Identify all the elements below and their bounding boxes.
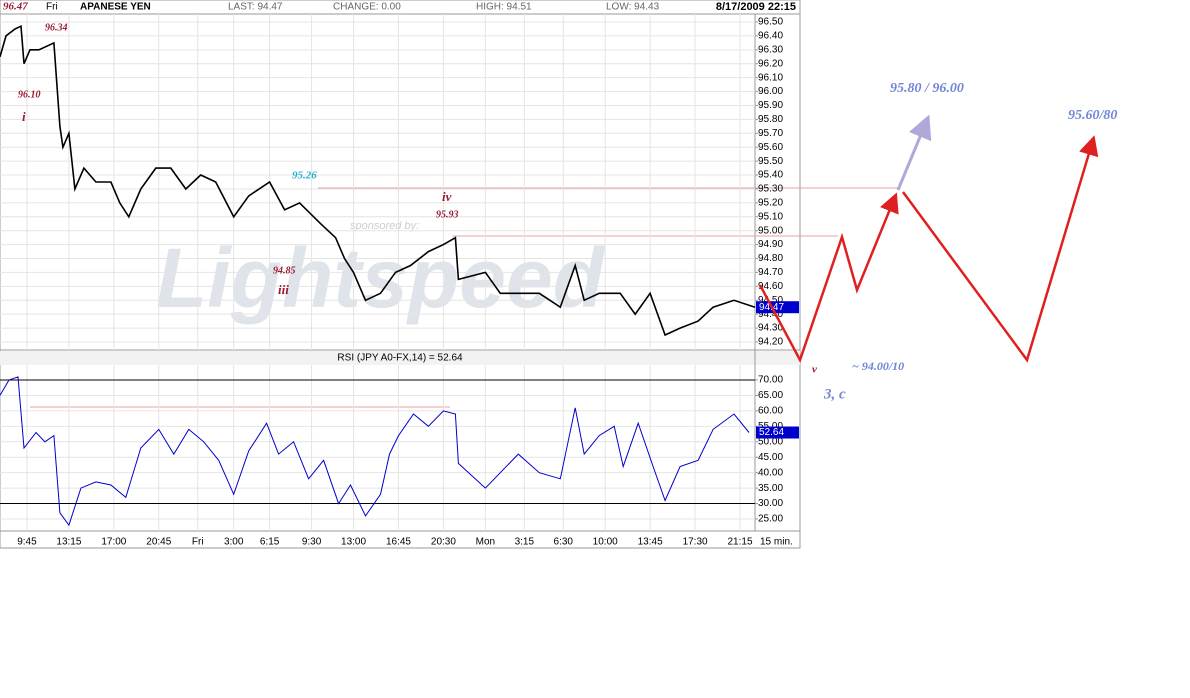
last-value-box <box>756 426 799 439</box>
y-tick-label: 95.50 <box>758 156 783 167</box>
price-line <box>0 24 756 337</box>
y-tick-label: 96.00 <box>758 86 783 97</box>
annotation: ~ 94.00/10 <box>852 359 904 373</box>
y-tick-label: 95.20 <box>758 198 783 209</box>
x-tick-label: 13:45 <box>638 537 663 548</box>
price-line <box>0 376 750 527</box>
annotation: iv <box>442 189 452 204</box>
sponsor: sponsored by: <box>350 220 419 232</box>
x-tick-label: 16:45 <box>386 537 411 548</box>
y-tick-label: 95.80 <box>758 114 783 125</box>
y-tick-label: 96.10 <box>758 72 783 83</box>
y-tick-label: 96.40 <box>758 31 783 42</box>
y-tick-label: 55.00 <box>758 421 783 432</box>
last-value-label: 52.64 <box>759 427 784 438</box>
y-tick-label: 95.00 <box>758 225 783 236</box>
rsi-title-bar <box>0 351 800 365</box>
projection <box>901 135 1099 363</box>
annotation: 95.80 / 96.00 <box>890 81 964 96</box>
x-tick-label: 13:00 <box>341 537 366 548</box>
x-tick-label: Fri <box>192 537 204 548</box>
y-tick-label: 96.30 <box>758 44 783 55</box>
header-day: Fri <box>46 2 58 13</box>
y-tick-label: 95.90 <box>758 100 783 111</box>
y-tick-label: 95.30 <box>758 184 783 195</box>
y-tick-label: 94.30 <box>758 323 783 334</box>
y-tick-label: 45.00 <box>758 452 783 463</box>
y-tick-label: 50.00 <box>758 436 783 447</box>
y-tick-label: 94.40 <box>758 309 783 320</box>
x-tick-label: 17:00 <box>101 537 126 548</box>
y-tick-label: 94.60 <box>758 281 783 292</box>
header-last: LAST: 94.47 <box>228 2 283 13</box>
last-value-box <box>756 301 799 314</box>
header-price: 96.47 <box>3 1 28 13</box>
header-datetime: 8/17/2009 22:15 <box>716 1 796 13</box>
y-tick-label: 95.40 <box>758 170 783 181</box>
annotation: 95.93 <box>436 209 459 220</box>
annotation: 95.26 <box>292 170 317 182</box>
header-symbol: APANESE YEN <box>80 2 151 13</box>
y-tick-label: 70.00 <box>758 375 783 386</box>
y-tick-label: 25.00 <box>758 514 783 525</box>
annotation: 3, c <box>823 386 846 402</box>
y-tick-label: 30.00 <box>758 498 783 509</box>
y-tick-label: 96.20 <box>758 58 783 69</box>
x-tick-label: Mon <box>476 537 495 548</box>
x-tick-label: 9:30 <box>302 537 322 548</box>
y-tick-label: 40.00 <box>758 467 783 478</box>
y-tick-label: 94.50 <box>758 295 783 306</box>
y-tick-label: 94.70 <box>758 267 783 278</box>
x-tick-label: 6:15 <box>260 537 280 548</box>
annotation: i <box>22 109 26 124</box>
y-tick-label: 60.00 <box>758 406 783 417</box>
x-tick-label: 10:00 <box>593 537 618 548</box>
x-tick-label: 6:30 <box>554 537 574 548</box>
y-tick-label: 95.60 <box>758 142 783 153</box>
rsi-title: RSI (JPY A0-FX,14) = 52.64 <box>337 353 463 364</box>
x-tick-label: 21:15 <box>728 537 753 548</box>
x-tick-label: 20:30 <box>431 537 456 548</box>
y-tick-label: 95.10 <box>758 211 783 222</box>
x-tick-label: 13:15 <box>56 537 81 548</box>
projection <box>758 192 899 364</box>
y-tick-label: 94.80 <box>758 253 783 264</box>
y-tick-label: 35.00 <box>758 483 783 494</box>
x-tick-label: 20:45 <box>146 537 171 548</box>
x-tick-label: 3:15 <box>515 537 535 548</box>
y-tick-label: 95.70 <box>758 128 783 139</box>
y-tick-label: 94.90 <box>758 239 783 250</box>
x-tick-label: 17:30 <box>683 537 708 548</box>
y-tick-label: 65.00 <box>758 390 783 401</box>
projection-alt <box>896 114 932 191</box>
annotation: iii <box>278 282 289 297</box>
watermark: Lightspeed <box>156 231 606 325</box>
header-change: CHANGE: 0.00 <box>333 2 401 13</box>
annotation: 96.10 <box>18 89 41 100</box>
header-high: HIGH: 94.51 <box>476 2 532 13</box>
header-low: LOW: 94.43 <box>606 2 660 13</box>
annotation: 94.85 <box>273 265 296 276</box>
x-tick-label: 9:45 <box>17 537 37 548</box>
y-tick-label: 94.20 <box>758 337 783 348</box>
x-axis-unit: 15 min. <box>760 537 793 548</box>
annotation: v <box>812 364 817 376</box>
annotation: 95.60/80 <box>1068 108 1117 123</box>
x-tick-label: 3:00 <box>224 537 244 548</box>
y-tick-label: 96.50 <box>758 17 783 28</box>
annotation: 96.34 <box>45 22 68 33</box>
